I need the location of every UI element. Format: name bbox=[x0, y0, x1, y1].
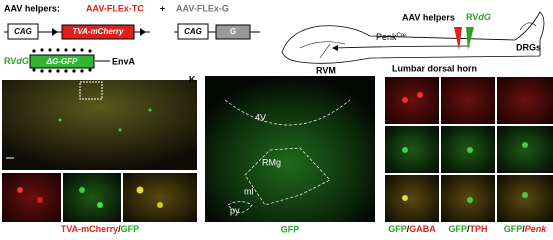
schematic-rv: RVdG bbox=[466, 12, 491, 22]
label-rmg: RMg bbox=[262, 157, 281, 167]
penk-sup: Cre bbox=[397, 33, 407, 39]
caption-slash: / bbox=[467, 224, 470, 234]
cells bbox=[17, 108, 163, 208]
plus: + bbox=[160, 3, 165, 13]
promoter-2: CAG bbox=[184, 27, 202, 36]
caption-slash: / bbox=[522, 224, 525, 234]
envelope-dots bbox=[32, 48, 92, 73]
drgs: DRGs bbox=[516, 42, 541, 52]
caption-left: TVA-mCherry/GFP bbox=[61, 224, 139, 234]
rv-prefix: RV bbox=[4, 56, 16, 66]
outline-rmg bbox=[244, 147, 331, 206]
caption-red: TPH bbox=[470, 224, 488, 234]
brain-lines bbox=[299, 41, 346, 59]
caption-grid-1: GFP/GABA bbox=[388, 224, 436, 234]
needle-red bbox=[454, 27, 462, 50]
rv-text: ΔG-GFP bbox=[46, 57, 78, 66]
caption-slash: / bbox=[118, 224, 121, 234]
panel-letter: K bbox=[189, 74, 196, 84]
helpers-label: AAV helpers: bbox=[4, 3, 60, 13]
projection bbox=[334, 45, 471, 49]
rv-suffix: dG bbox=[478, 12, 491, 22]
g-text: G bbox=[230, 27, 236, 36]
caption-red: GABA bbox=[409, 224, 436, 234]
lox bbox=[140, 28, 146, 36]
label-4v: 4V bbox=[255, 112, 266, 122]
caption-green: GFP bbox=[121, 224, 140, 234]
penk: PenkCre bbox=[376, 32, 407, 42]
schematic-helpers: AAV helpers bbox=[402, 12, 455, 22]
rv-suffix: dG bbox=[16, 56, 29, 66]
caption-green: GFP bbox=[504, 224, 523, 234]
caption-k: GFP bbox=[281, 224, 300, 234]
g-label: AAV-FLEx-G bbox=[176, 3, 229, 13]
caption-green: GFP bbox=[388, 224, 407, 234]
promoter-box bbox=[7, 23, 39, 40]
tva-box bbox=[61, 24, 135, 40]
outline-4v bbox=[224, 99, 351, 126]
drg bbox=[519, 22, 537, 31]
caption-slash: / bbox=[407, 224, 410, 234]
image-green bbox=[63, 173, 121, 222]
label-ml: ml bbox=[244, 186, 254, 196]
image-merge bbox=[123, 173, 197, 222]
caption-red: Penk bbox=[525, 224, 548, 234]
rv-label: RVdG bbox=[4, 56, 29, 66]
image-red bbox=[2, 173, 61, 222]
promoter-box bbox=[177, 23, 209, 40]
caption-grid-2: GFP/TPH bbox=[448, 224, 487, 234]
rv-box bbox=[29, 54, 95, 69]
outline-py bbox=[227, 201, 253, 213]
envelope: EnvA bbox=[112, 56, 136, 66]
rvm: RVM bbox=[316, 65, 336, 75]
penk-text: Penk bbox=[376, 32, 397, 42]
image-main bbox=[2, 80, 197, 170]
animal-outline bbox=[281, 11, 545, 64]
g-box bbox=[215, 24, 251, 40]
lox bbox=[52, 28, 58, 36]
inset-box bbox=[79, 81, 103, 100]
arrowhead bbox=[332, 45, 338, 51]
caption-red: TVA-mCherry bbox=[61, 224, 118, 234]
caption-grid-3: GFP/Penk bbox=[504, 224, 548, 234]
needle-green bbox=[466, 27, 474, 50]
tc-label: AAV-FLEx-TC bbox=[86, 3, 144, 13]
promoter-1: CAG bbox=[14, 27, 32, 36]
lumbar: Lumbar dorsal horn bbox=[392, 63, 477, 73]
grid-images bbox=[385, 77, 553, 222]
label-py: py bbox=[230, 205, 240, 215]
caption-green: GFP bbox=[448, 224, 467, 234]
rv-prefix: RV bbox=[466, 12, 478, 22]
tva-text: TVA-mCherry bbox=[73, 27, 125, 36]
